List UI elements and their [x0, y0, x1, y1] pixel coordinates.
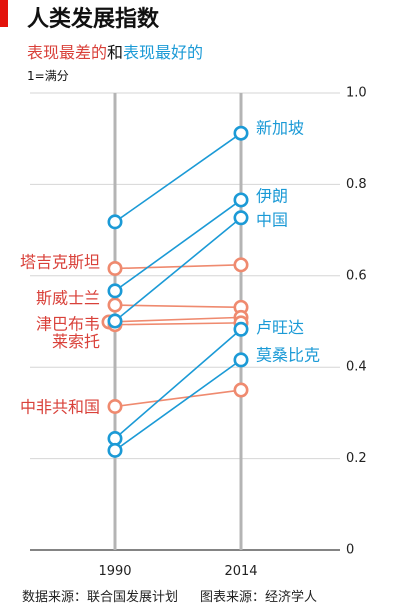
y-tick-label: 0.4	[346, 360, 367, 375]
chart-source-note: 图表来源：经济学人	[200, 590, 318, 605]
worst-performer-point-end	[233, 257, 249, 273]
chart-subtitle: 表现最差的和表现最好的	[27, 43, 203, 63]
best-performer-line	[114, 217, 242, 322]
worst-performer-point-start	[107, 297, 123, 313]
best-performer-line	[114, 359, 242, 452]
best-performer-point-end	[233, 125, 249, 141]
label-layer: 1.0 0.8 0.6 0.4 0.2 0 1990 2014 塔吉克斯坦斯威士兰津巴布韦莱索托…	[20, 86, 367, 580]
best-performer-label: 中国	[256, 210, 288, 229]
best-performer-point-start	[107, 430, 123, 446]
worst-performer-label: 莱索托	[52, 332, 100, 351]
y-tick-label: 0.6	[346, 268, 367, 283]
best-performer-label: 新加坡	[256, 119, 304, 138]
chart-title: 人类发展指数	[27, 7, 160, 32]
worst-performer-point-end	[233, 382, 249, 398]
data-point-layer	[101, 125, 249, 458]
best-performer-label: 伊朗	[256, 186, 288, 205]
brand-stripe	[0, 0, 8, 27]
worst-performer-line	[108, 316, 242, 323]
worst-performer-line	[114, 304, 242, 309]
best-performer-point-end	[233, 192, 249, 208]
legend-best-label: 表现最好的	[123, 43, 204, 62]
y-tick-label: 0	[346, 543, 354, 558]
best-performer-point-end	[233, 352, 249, 368]
best-performer-line	[114, 199, 242, 292]
x-tick-label: 1990	[98, 564, 131, 579]
best-performer-label: 卢旺达	[256, 318, 304, 337]
footer-sources: 数据来源：联合国发展计划 图表来源：经济学人	[22, 590, 392, 606]
worst-performer-label: 斯威士兰	[36, 289, 100, 308]
worst-performer-point-start	[107, 399, 123, 415]
worst-performer-line	[114, 264, 242, 270]
best-performer-point-end	[233, 321, 249, 337]
worst-performer-label: 中非共和国	[20, 398, 100, 417]
best-performer-point-end	[233, 210, 249, 226]
best-performer-line	[114, 132, 242, 223]
best-performer-point-start	[107, 214, 123, 230]
scale-note: 1=满分	[27, 69, 69, 83]
grid-layer	[30, 92, 340, 551]
worst-performer-line	[114, 322, 242, 326]
x-tick-label: 2014	[224, 564, 257, 579]
worst-performer-label: 津巴布韦	[36, 314, 100, 333]
worst-performer-line	[114, 389, 242, 408]
worst-performer-point-start	[107, 260, 123, 276]
y-tick-label: 0.2	[346, 451, 367, 466]
best-performer-point-start	[107, 283, 123, 299]
worst-performer-label: 塔吉克斯坦	[20, 252, 100, 271]
series-line-layer	[108, 132, 242, 452]
best-performer-label: 莫桑比克	[256, 345, 320, 364]
legend-worst-label: 表现最差的	[27, 43, 108, 62]
y-tick-label: 1.0	[346, 86, 367, 101]
best-performer-point-start	[107, 313, 123, 329]
legend-joiner: 和	[107, 43, 124, 62]
y-tick-label: 0.8	[346, 177, 367, 192]
best-performer-point-start	[107, 442, 123, 458]
data-source-note: 数据来源：联合国发展计划	[22, 590, 179, 605]
best-performer-line	[114, 328, 242, 440]
